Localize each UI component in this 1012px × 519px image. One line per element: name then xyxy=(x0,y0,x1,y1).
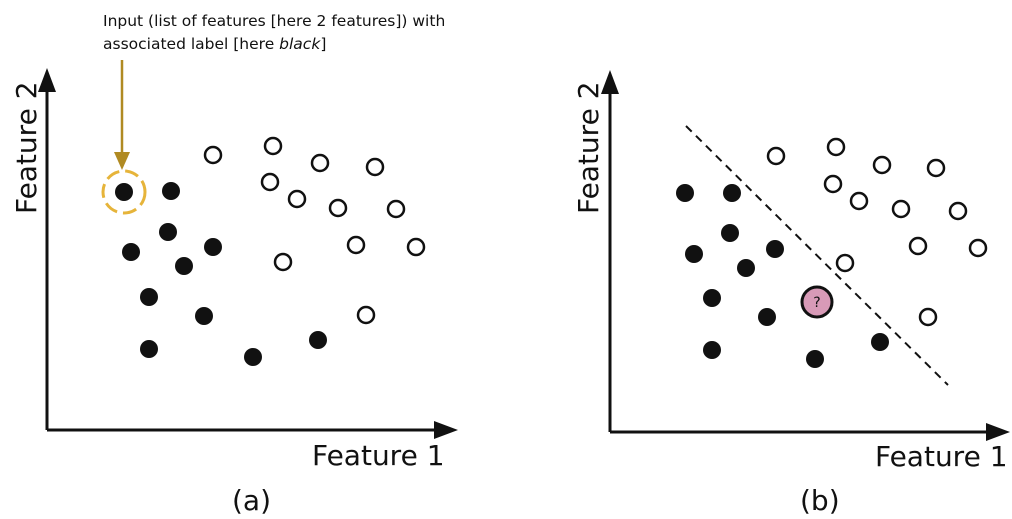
panel-b-points xyxy=(676,137,988,368)
annotation-line-1: Input (list of features [here 2 features… xyxy=(103,12,445,30)
panel-a-black-point-1 xyxy=(115,183,133,201)
panel-b-black-point-7 xyxy=(703,289,721,307)
panel-a-black-point-10 xyxy=(244,348,262,366)
annotation-line-2: associated label [here black] xyxy=(103,35,326,53)
panel-a-black-point-3 xyxy=(159,223,177,241)
annotation-line-2-prefix: associated label [here xyxy=(103,35,279,53)
panel-b-black-point-8 xyxy=(758,308,776,326)
panel-b-axes xyxy=(601,70,1010,441)
panel-b-black-point-9 xyxy=(703,341,721,359)
panel-a-black-point-11 xyxy=(309,331,327,349)
panel-a-x-axis-label: Feature 1 xyxy=(312,439,445,472)
panel-b-black-point-6 xyxy=(737,259,755,277)
annotation-arrow xyxy=(114,60,130,170)
query-point-label: ? xyxy=(813,295,820,311)
panel-a-label: (a) xyxy=(232,484,271,517)
panel-a-black-point-7 xyxy=(140,288,158,306)
panel-a-white-point-11 xyxy=(273,252,293,272)
panel-b-white-point-12 xyxy=(918,307,938,327)
panel-a-white-point-3 xyxy=(310,153,330,173)
panel-a-black-point-5 xyxy=(204,238,222,256)
panel-a-axes xyxy=(38,68,458,439)
panel-a-x-arrowhead xyxy=(434,421,458,439)
panel-a-black-point-9 xyxy=(140,340,158,358)
panel-a-y-arrowhead xyxy=(38,68,56,92)
annotation-line-2-suffix: ] xyxy=(320,35,326,53)
query-point: ? xyxy=(800,285,834,319)
panel-b-white-point-4 xyxy=(926,158,946,178)
panel-b-white-point-1 xyxy=(766,146,786,166)
panel-a-white-point-9 xyxy=(346,235,366,255)
panel-a-white-point-10 xyxy=(406,237,426,257)
panel-b-white-point-8 xyxy=(948,201,968,221)
panel-a-white-point-7 xyxy=(328,198,348,218)
panel-b-black-point-1 xyxy=(676,184,694,202)
panel-b-black-point-4 xyxy=(685,245,703,263)
panel-a-y-axis-label: Feature 2 xyxy=(10,81,43,214)
panel-b-black-point-3 xyxy=(721,224,739,242)
panel-a-black-point-8 xyxy=(195,307,213,325)
panel-b-white-point-6 xyxy=(849,191,869,211)
panel-b-black-point-11 xyxy=(871,333,889,351)
panel-b-y-arrowhead xyxy=(601,70,619,94)
panel-b-white-point-3 xyxy=(872,155,892,175)
panel-a-white-point-5 xyxy=(260,172,280,192)
panel-b-black-point-10 xyxy=(806,350,824,368)
panel-a-black-point-4 xyxy=(122,243,140,261)
panel-a-points xyxy=(115,136,426,366)
panel-a-white-point-1 xyxy=(203,145,223,165)
panel-b-white-point-5 xyxy=(823,174,843,194)
annotation-italic-word: black xyxy=(279,35,321,53)
panel-a-white-point-12 xyxy=(356,305,376,325)
panel-b-y-axis-label: Feature 2 xyxy=(572,81,605,214)
panel-b-x-axis-label: Feature 1 xyxy=(875,440,1008,473)
panel-b-white-point-10 xyxy=(968,238,988,258)
panel-b-label: (b) xyxy=(800,484,840,517)
panel-b-black-point-2 xyxy=(723,184,741,202)
panel-b-white-point-9 xyxy=(908,236,928,256)
panel-b-white-point-11 xyxy=(835,253,855,273)
panel-a-white-point-6 xyxy=(287,189,307,209)
highlight-circle xyxy=(101,169,147,215)
panel-b-black-point-5 xyxy=(766,240,784,258)
panel-b-white-point-7 xyxy=(891,199,911,219)
panel-a-black-point-2 xyxy=(162,182,180,200)
panel-a-black-point-6 xyxy=(175,257,193,275)
panel-a-white-point-4 xyxy=(365,157,385,177)
panel-b-x-arrowhead xyxy=(986,423,1010,441)
panel-a-white-point-2 xyxy=(263,136,283,156)
panel-b-white-point-2 xyxy=(826,137,846,157)
decision-boundary-line xyxy=(685,125,949,386)
panel-a-white-point-8 xyxy=(386,199,406,219)
